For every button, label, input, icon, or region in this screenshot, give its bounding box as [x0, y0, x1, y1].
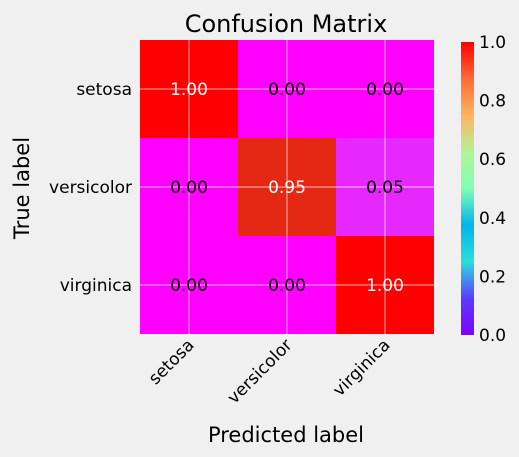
y-tick-label: setosa	[76, 80, 132, 100]
cell-value-label: 0.05	[366, 178, 404, 198]
cell-value-label: 0.00	[170, 276, 208, 296]
x-tick-label: setosa	[145, 335, 199, 389]
cell-value-label: 0.00	[170, 178, 208, 198]
heatmap-grid	[140, 40, 434, 334]
x-tick-labels: setosa versicolor virginica	[145, 335, 395, 408]
cell-value-label: 0.95	[268, 178, 306, 198]
x-tick-label: virginica	[329, 335, 394, 400]
colorbar-tick-labels: 0.0 0.2 0.4 0.6 0.8 1.0	[479, 33, 506, 346]
x-axis-label: Predicted label	[208, 423, 364, 447]
colorbar-tick-label: 0.0	[479, 326, 506, 346]
cell-value-label: 1.00	[366, 276, 404, 296]
colorbar-tick-label: 0.4	[479, 209, 506, 229]
colorbar-tick-label: 0.6	[479, 150, 506, 170]
cell-value-label: 0.00	[268, 80, 306, 100]
cell-value-label: 0.00	[268, 276, 306, 296]
colorbar-tick-label: 0.2	[479, 267, 506, 287]
heatmap-cell-labels: 1.00 0.00 0.00 0.00 0.95 0.05 0.00 0.00 1.00	[170, 80, 404, 296]
y-tick-labels: setosa versicolor virginica	[49, 80, 132, 296]
cell-value-label: 0.00	[366, 80, 404, 100]
x-tick-label: versicolor	[224, 335, 297, 408]
cell-value-label: 1.00	[170, 80, 208, 100]
colorbar-tick-label: 1.0	[479, 33, 506, 53]
y-axis-label: True label	[10, 137, 34, 240]
colorbar-tick-label: 0.8	[479, 92, 506, 112]
y-tick-label: versicolor	[49, 178, 132, 198]
chart-title: Confusion Matrix	[185, 10, 388, 38]
y-tick-label: virginica	[60, 276, 132, 296]
colorbar	[461, 42, 474, 335]
